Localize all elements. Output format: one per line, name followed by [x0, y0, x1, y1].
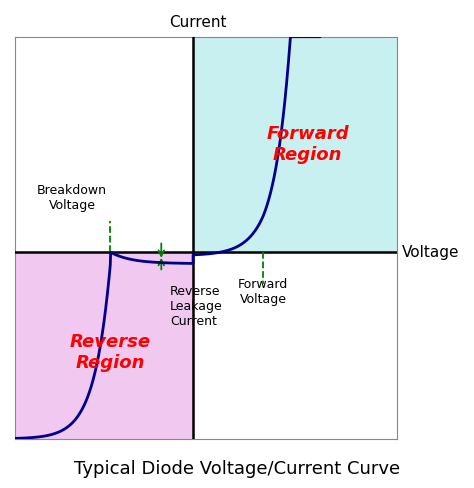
Text: Forward
Region: Forward Region — [266, 125, 349, 164]
Text: Voltage: Voltage — [401, 244, 459, 260]
Text: Forward
Voltage: Forward Voltage — [238, 278, 288, 306]
Text: Typical Diode Voltage/Current Curve: Typical Diode Voltage/Current Curve — [74, 460, 400, 478]
Text: Current: Current — [169, 15, 227, 30]
Text: Reverse
Region: Reverse Region — [70, 333, 151, 372]
Text: Reverse
Leakage
Current: Reverse Leakage Current — [170, 285, 223, 328]
Text: Breakdown
Voltage: Breakdown Voltage — [37, 183, 107, 212]
